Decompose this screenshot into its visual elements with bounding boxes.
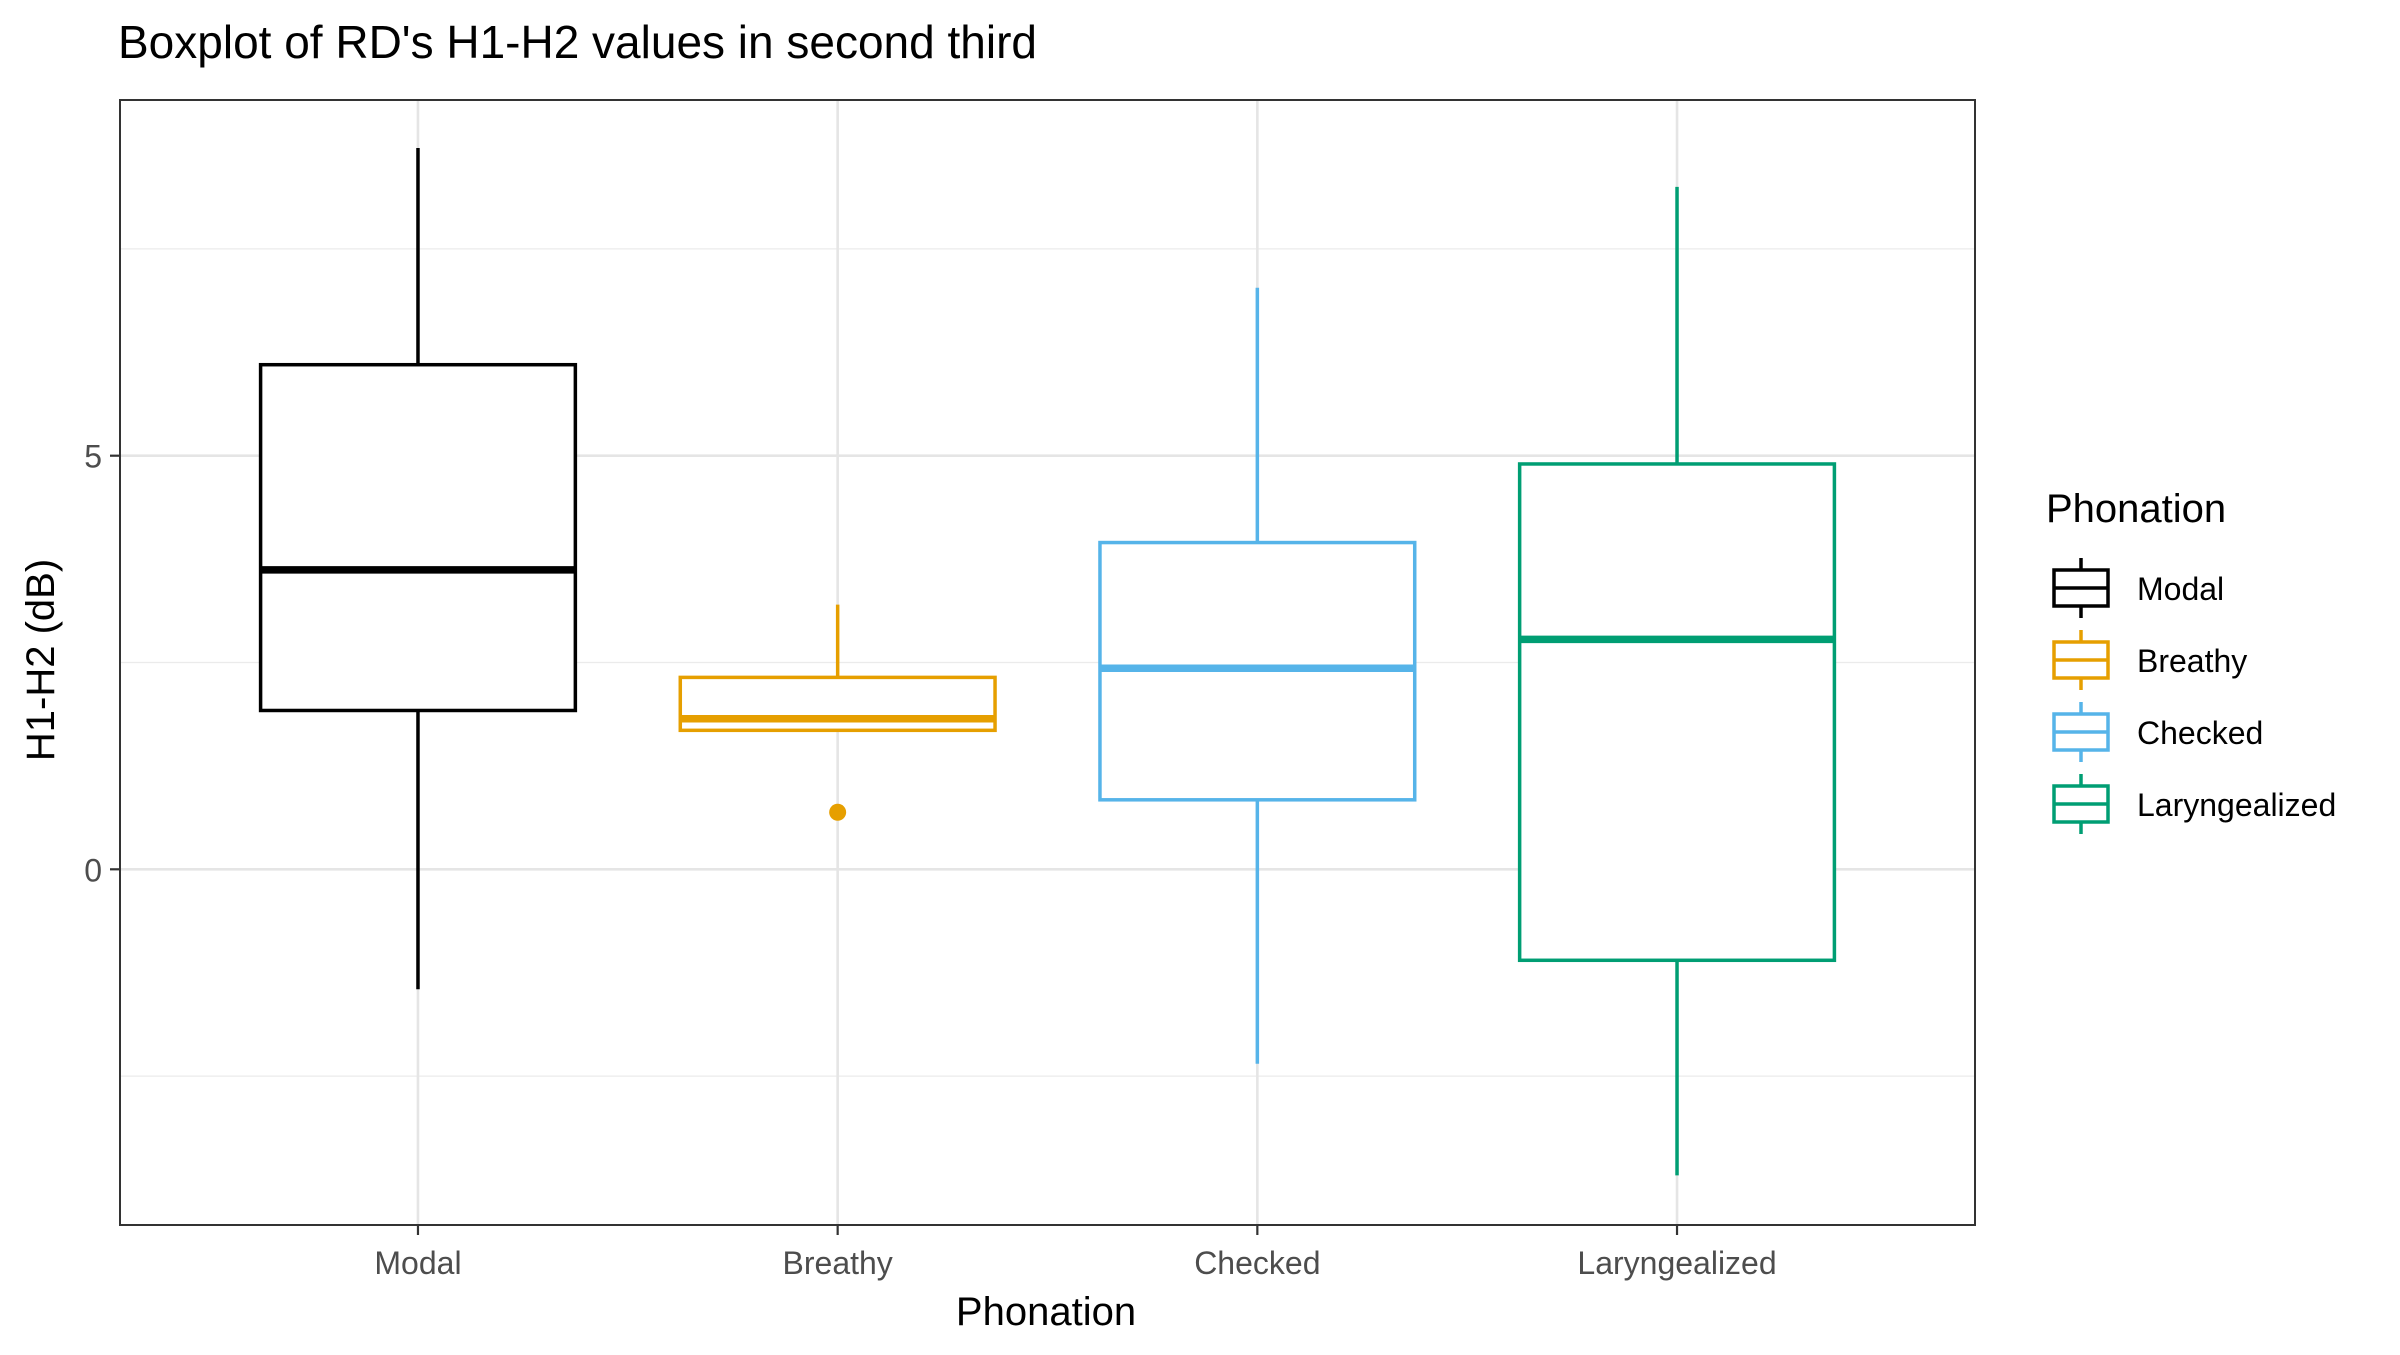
chart-title: Boxplot of RD's H1-H2 values in second t…: [118, 16, 1037, 68]
outlier-point: [829, 803, 847, 821]
x-tick-label: Breathy: [783, 1245, 893, 1281]
box-laryngealized: [1517, 186, 1837, 1176]
legend-title: Phonation: [2046, 487, 2226, 531]
x-axis: Modal Breathy Checked Laryngealized: [374, 1225, 1777, 1281]
x-tick-label: Modal: [374, 1245, 461, 1281]
panel-border: [119, 99, 1976, 1226]
x-axis-label: Phonation: [956, 1290, 1136, 1334]
legend-item-modal: Modal: [2052, 558, 2224, 618]
legend-item-laryngealized: Laryngealized: [2052, 774, 2336, 834]
y-tick-label: 0: [84, 852, 102, 888]
legend-label: Breathy: [2137, 643, 2247, 679]
legend-label: Modal: [2137, 571, 2224, 607]
box-iqr: [258, 362, 578, 713]
box-checked: [1098, 287, 1417, 1064]
legend-item-checked: Checked: [2052, 702, 2263, 762]
x-tick-label: Laryngealized: [1577, 1245, 1776, 1281]
y-axis: 05: [84, 439, 120, 888]
legend: Phonation Modal Breathy Checked Laryngealiz…: [2046, 487, 2336, 834]
box-breathy: [678, 604, 997, 821]
x-tick-label: Checked: [1194, 1245, 1320, 1281]
box-modal: [258, 147, 578, 990]
legend-items: Modal Breathy Checked Laryngealized: [2052, 558, 2336, 834]
box-iqr: [1517, 462, 1837, 963]
legend-label: Laryngealized: [2137, 787, 2336, 823]
y-axis-label: H1-H2 (dB): [19, 559, 63, 761]
legend-item-breathy: Breathy: [2052, 630, 2247, 690]
plot-area: [119, 99, 1976, 1226]
box-layer: [258, 147, 1837, 1176]
y-tick-label: 5: [84, 439, 102, 475]
legend-label: Checked: [2137, 715, 2263, 751]
